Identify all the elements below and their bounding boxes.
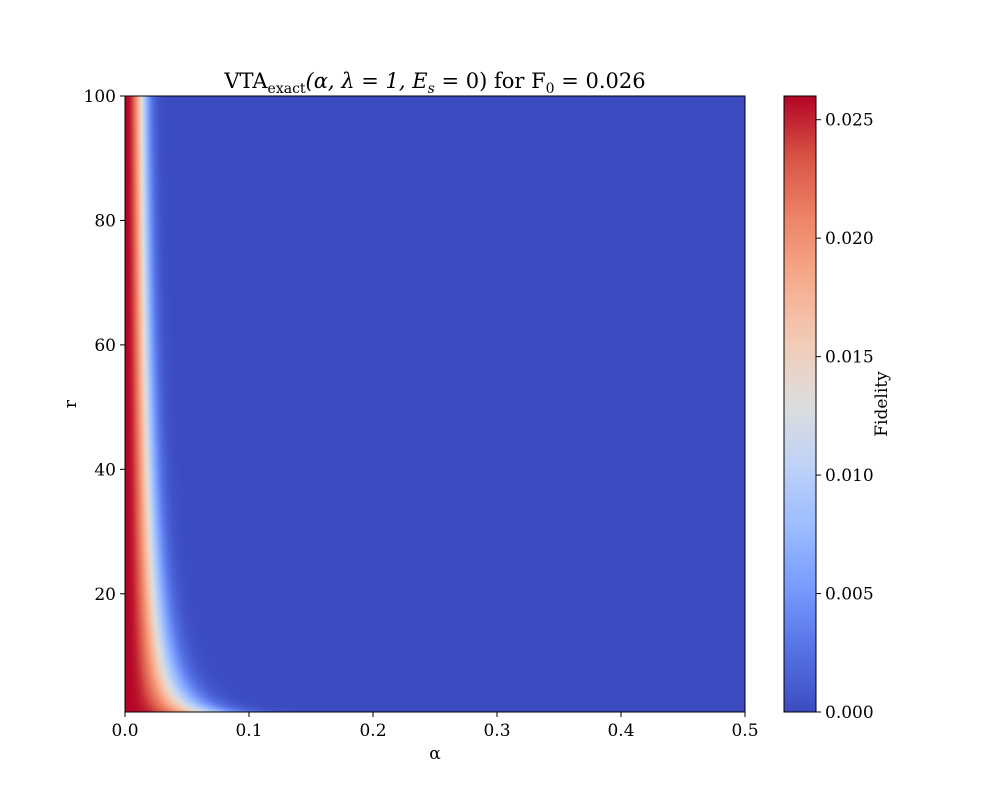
colorbar-ticks: 0.000 0.005 0.010 0.015 0.020 0.025 (816, 111, 874, 723)
x-tick-label: 0.1 (235, 721, 262, 741)
x-tick-label: 0.5 (731, 721, 758, 741)
x-tick-label: 0.0 (111, 721, 138, 741)
y-tick-label: 80 (94, 211, 116, 231)
plot-frame (124, 95, 746, 713)
chart-title: VTAexact(α, λ = 1, Es = 0) for F0 = 0.02… (223, 69, 645, 97)
x-tick-label: 0.2 (359, 721, 386, 741)
y-axis: 20 40 60 80 100 (84, 87, 125, 605)
colorbar-tick-label: 0.015 (825, 348, 874, 368)
colorbar-tick-label: 0.010 (825, 466, 874, 486)
colorbar-label: Fidelity (872, 371, 892, 437)
colorbar-tick-label: 0.020 (825, 229, 874, 249)
y-tick-label: 20 (94, 585, 116, 605)
x-tick-label: 0.4 (607, 721, 634, 741)
colorbar: 0.000 0.005 0.010 0.015 0.020 0.025 Fidelity (783, 95, 892, 723)
x-axis-label: α (429, 744, 441, 764)
colorbar-tick-label: 0.005 (825, 585, 874, 605)
heatmap-image (125, 96, 745, 712)
x-tick-label: 0.3 (483, 721, 510, 741)
colorbar-tick-label: 0.025 (825, 111, 874, 131)
plot-area (124, 95, 746, 713)
y-tick-label: 40 (94, 460, 116, 480)
x-axis: 0.0 0.1 0.2 0.3 0.4 0.5 (111, 712, 759, 741)
colorbar-gradient (784, 96, 816, 712)
colorbar-frame (783, 95, 817, 713)
colorbar-tick-label: 0.000 (825, 703, 874, 723)
y-axis-label: r (61, 399, 81, 408)
y-tick-label: 60 (94, 336, 116, 356)
y-tick-label: 100 (84, 87, 116, 107)
